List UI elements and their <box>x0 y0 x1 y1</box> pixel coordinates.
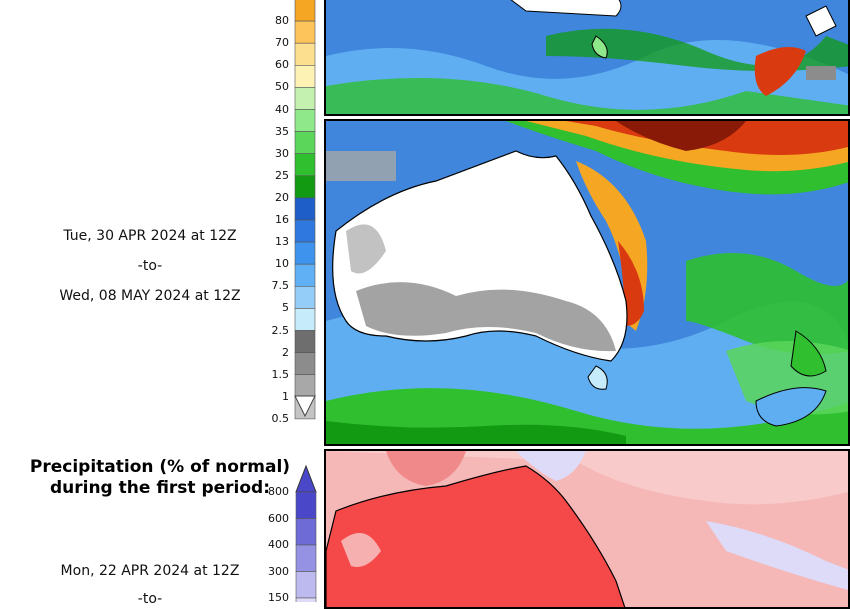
amount-colorbar-tick-label: 30 <box>275 146 289 160</box>
normal-colorbar-tick-label: 600 <box>268 511 289 525</box>
amount-colorbar-tick-label: 1 <box>282 389 289 403</box>
amount-colorbar-swatch <box>294 131 316 155</box>
amount-colorbar-tick-label: 40 <box>275 102 289 116</box>
map-panel-main <box>324 119 850 446</box>
amount-colorbar-tick-label: 13 <box>275 235 289 249</box>
amount-colorbar-tick-label: 35 <box>275 124 289 138</box>
map-main-svg <box>326 121 848 444</box>
map-normal-svg <box>326 451 848 607</box>
colorbar-end-arrow <box>294 395 316 418</box>
amount-colorbar-tick-label: 60 <box>275 58 289 72</box>
normal-colorbar-swatch <box>295 518 317 546</box>
normal-colorbar-top-arrow <box>295 464 317 493</box>
period-two-to: -to- <box>137 591 163 607</box>
map-panel-top <box>324 0 850 116</box>
amount-colorbar-swatch <box>294 0 316 22</box>
amount-colorbar-tick-label: 80 <box>275 14 289 28</box>
amount-colorbar-tick-label: 10 <box>275 257 289 271</box>
normal-title-line2: during the first period: <box>49 478 271 498</box>
amount-colorbar-swatch <box>294 87 316 110</box>
amount-colorbar-swatch <box>294 197 316 221</box>
amount-colorbar-tick-label: 7.5 <box>271 279 290 293</box>
amount-colorbar-tick-label: 2.5 <box>271 323 290 337</box>
map-panel-normal <box>324 449 850 609</box>
normal-colorbar-swatch <box>295 491 317 519</box>
amount-colorbar-swatch <box>294 175 316 199</box>
period-one-to: -to- <box>137 258 163 274</box>
amount-colorbar-tick-label: 1.5 <box>271 367 290 381</box>
amount-colorbar-tick-label: 16 <box>275 213 289 226</box>
amount-colorbar-tick-label: 50 <box>275 80 289 94</box>
amount-colorbar-swatch <box>294 352 316 376</box>
amount-colorbar-swatch <box>294 374 316 398</box>
amount-colorbar-swatch <box>294 20 316 44</box>
amount-colorbar-svg <box>294 0 316 420</box>
amount-colorbar-tick-label: 2 <box>282 345 289 359</box>
amount-colorbar-tick-label: 25 <box>275 168 289 182</box>
amount-colorbar-tick-label: 20 <box>275 190 289 204</box>
normal-colorbar-svg <box>295 464 317 602</box>
amount-colorbar-tick-label: 5 <box>282 301 289 315</box>
amount-colorbar-swatch <box>294 308 316 331</box>
normal-colorbar-tick-label: 300 <box>268 564 289 578</box>
period-one-start: Tue, 30 APR 2024 at 12Z <box>63 228 237 244</box>
period-one-end: Wed, 08 MAY 2024 at 12Z <box>59 288 241 304</box>
amount-colorbar-swatch <box>294 153 316 177</box>
normal-colorbar-tick-label: 400 <box>268 538 289 551</box>
amount-colorbar-swatch <box>294 42 316 66</box>
amount-colorbar-tick-label: 70 <box>275 36 289 50</box>
map-top-svg <box>326 0 848 114</box>
period-two-start: Mon, 22 APR 2024 at 12Z <box>60 563 240 579</box>
amount-colorbar-tick-label: 0.5 <box>271 411 290 425</box>
normal-title-line1: Precipitation (% of normal) <box>29 457 291 477</box>
amount-colorbar-swatch <box>294 109 316 132</box>
amount-colorbar-swatch <box>294 65 316 88</box>
amount-colorbar-swatch <box>294 330 316 353</box>
normal-colorbar-tick-label: 800 <box>268 485 289 498</box>
